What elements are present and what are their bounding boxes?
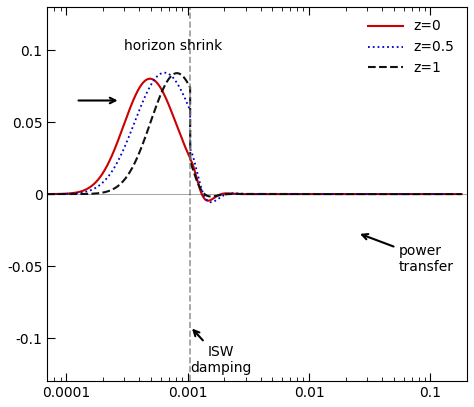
z=1	[406, 192, 412, 197]
z=1	[45, 192, 50, 197]
Text: horizon shrink: horizon shrink	[124, 39, 222, 53]
Text: power
transfer: power transfer	[362, 234, 454, 274]
z=0.5	[203, 197, 209, 202]
z=0.5	[451, 192, 456, 197]
z=0.5	[459, 192, 465, 197]
z=0	[459, 192, 465, 197]
z=1	[221, 192, 227, 197]
z=1	[203, 193, 209, 198]
Text: ISW
damping: ISW damping	[191, 330, 252, 375]
Line: z=1: z=1	[47, 73, 462, 197]
z=0	[451, 192, 456, 197]
z=0.5	[45, 192, 50, 197]
z=0	[147, 76, 153, 81]
z=0	[203, 198, 209, 203]
z=0.5	[116, 156, 122, 161]
z=0.5	[208, 200, 214, 205]
z=0	[221, 191, 227, 196]
z=0	[45, 192, 50, 197]
z=1	[459, 192, 465, 197]
z=0	[91, 181, 97, 186]
z=0	[406, 192, 412, 197]
z=0.5	[162, 70, 167, 75]
Line: z=0: z=0	[47, 79, 462, 201]
z=1	[451, 192, 456, 197]
z=0.5	[406, 192, 412, 197]
z=1	[91, 191, 97, 196]
z=0	[205, 198, 211, 203]
Legend: z=0, z=0.5, z=1: z=0, z=0.5, z=1	[362, 14, 460, 81]
z=1	[174, 71, 180, 76]
z=0	[116, 135, 122, 140]
z=1	[208, 194, 214, 199]
z=1	[116, 183, 122, 188]
z=0.5	[91, 186, 97, 191]
z=0.5	[221, 193, 227, 197]
Line: z=0.5: z=0.5	[47, 73, 462, 202]
